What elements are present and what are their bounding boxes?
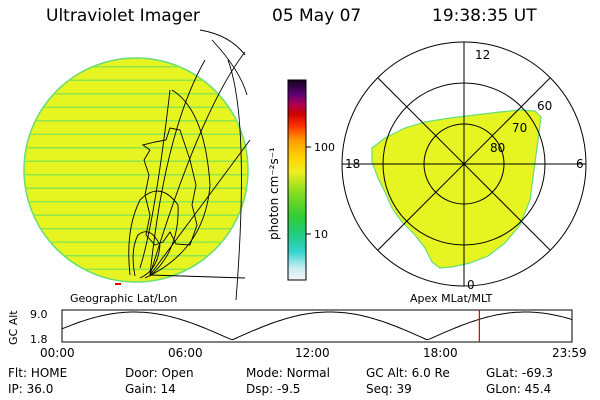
image-stripe bbox=[24, 120, 248, 122]
alt-ytick-high: 9.0 bbox=[30, 308, 48, 321]
info-glat: GLat: -69.3 bbox=[486, 366, 553, 380]
geographic-panel-label: Geographic Lat/Lon bbox=[70, 292, 177, 305]
alt-ytick-low: 1.8 bbox=[30, 333, 48, 346]
image-stripe bbox=[24, 106, 248, 108]
image-stripe bbox=[24, 79, 248, 81]
polar-panel-label: Apex MLat/MLT bbox=[410, 292, 493, 305]
colorbar-tick-100: 100 bbox=[314, 141, 335, 154]
mlt-label-0: 0 bbox=[467, 278, 475, 292]
mlt-label-6: 6 bbox=[576, 157, 584, 171]
lat-label-60: 60 bbox=[537, 99, 552, 113]
image-stripe bbox=[24, 201, 248, 203]
image-stripe bbox=[24, 214, 248, 216]
image-stripe bbox=[24, 66, 248, 68]
image-stripe bbox=[24, 93, 248, 95]
colorbar-label: photon cm⁻²s⁻¹ bbox=[267, 147, 281, 240]
info-mode: Mode: Normal bbox=[246, 366, 330, 380]
alt-xtick-2359: 23:59 bbox=[552, 346, 587, 360]
date-readout: 05 May 07 bbox=[272, 6, 362, 26]
mlt-label-18: 18 bbox=[345, 157, 360, 171]
lat-label-80: 80 bbox=[490, 141, 505, 155]
image-stripe bbox=[24, 255, 248, 257]
info-door: Door: Open bbox=[125, 366, 194, 380]
info-gc-alt: GC Alt: 6.0 Re bbox=[366, 366, 450, 380]
image-stripe bbox=[24, 147, 248, 149]
geographic-grid bbox=[128, 29, 251, 301]
colorbar-tick-10: 10 bbox=[314, 228, 328, 241]
info-seq: Seq: 39 bbox=[366, 382, 412, 396]
image-stripe bbox=[24, 174, 248, 176]
image-stripe bbox=[24, 133, 248, 135]
mlt-label-12: 12 bbox=[475, 48, 490, 62]
image-stripe bbox=[24, 160, 248, 162]
polar-plot: 12 18 6 0 60 70 80 bbox=[341, 41, 587, 292]
geographic-image bbox=[23, 29, 251, 301]
color-scale: 100 10 photon cm⁻²s⁻¹ bbox=[267, 79, 335, 281]
footprint-marker bbox=[115, 283, 121, 285]
info-glon: GLon: 45.4 bbox=[486, 382, 552, 396]
alt-ylabel: GC Alt bbox=[7, 310, 20, 345]
time-readout: 19:38:35 UT bbox=[432, 6, 537, 26]
window-title: Ultraviolet Imager bbox=[46, 6, 200, 26]
image-stripe bbox=[24, 187, 248, 189]
alt-xtick-1800: 18:00 bbox=[423, 346, 458, 360]
image-stripe bbox=[24, 228, 248, 230]
info-dsp: Dsp: -9.5 bbox=[246, 382, 301, 396]
image-stripe bbox=[24, 241, 248, 243]
altitude-plot: 9.0 1.8 GC Alt 00:00 06:00 12:00 18:00 2… bbox=[7, 308, 587, 360]
info-flt: Flt: HOME bbox=[8, 366, 68, 380]
lat-label-70: 70 bbox=[512, 121, 527, 135]
info-ip: IP: 36.0 bbox=[8, 382, 54, 396]
alt-xtick-0600: 06:00 bbox=[168, 346, 203, 360]
alt-xtick-1200: 12:00 bbox=[295, 346, 330, 360]
image-stripe bbox=[24, 268, 248, 270]
info-gain: Gain: 14 bbox=[125, 382, 176, 396]
altitude-curve bbox=[61, 311, 573, 341]
alt-xtick-0000: 00:00 bbox=[40, 346, 75, 360]
